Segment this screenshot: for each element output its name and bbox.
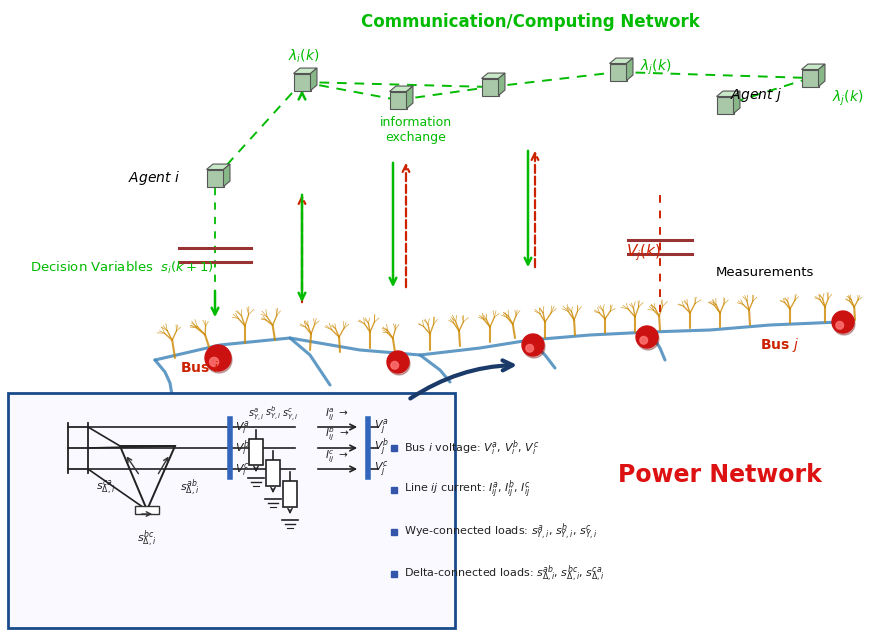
Polygon shape (207, 170, 223, 187)
Text: $s_{\Delta,i}^{ab}$: $s_{\Delta,i}^{ab}$ (180, 478, 200, 498)
Polygon shape (389, 86, 413, 91)
Text: Line $ij$ current: $I_{ij}^a$, $I_{ij}^b$, $I_{ij}^c$: Line $ij$ current: $I_{ij}^a$, $I_{ij}^b… (404, 479, 531, 501)
Text: $V_j(k)$: $V_j(k)$ (626, 243, 661, 264)
Circle shape (523, 336, 545, 358)
Text: $V_j^c$: $V_j^c$ (374, 459, 389, 479)
Polygon shape (406, 86, 413, 109)
Text: Delta-connected loads: $s_{\Delta,i}^{ab}$, $s_{\Delta,i}^{bc}$, $s_{\Delta,i}^{: Delta-connected loads: $s_{\Delta,i}^{ab… (404, 563, 605, 584)
Circle shape (388, 353, 410, 375)
Text: $I_{ij}^b$ $\rightarrow$: $I_{ij}^b$ $\rightarrow$ (325, 425, 349, 443)
Text: Agent $i$: Agent $i$ (128, 169, 180, 187)
Polygon shape (609, 58, 633, 64)
Text: $\lambda_i(k)$: $\lambda_i(k)$ (288, 47, 320, 65)
Text: $s_{Y,i}^a$: $s_{Y,i}^a$ (248, 406, 264, 423)
Text: $s_{\Delta,i}^{bc}$: $s_{\Delta,i}^{bc}$ (138, 528, 156, 549)
Circle shape (526, 344, 533, 352)
Circle shape (522, 334, 544, 356)
Circle shape (206, 347, 232, 373)
Text: Bus $j$: Bus $j$ (760, 336, 799, 354)
Text: $V_i^b$: $V_i^b$ (235, 438, 250, 458)
Circle shape (836, 321, 843, 329)
Polygon shape (293, 68, 317, 74)
Text: Power Network: Power Network (618, 463, 822, 487)
Circle shape (832, 311, 854, 333)
Text: information
exchange: information exchange (380, 116, 452, 144)
Polygon shape (207, 164, 230, 170)
Text: Decision Variables  $s_i(k+1)$: Decision Variables $s_i(k+1)$ (30, 260, 214, 276)
Polygon shape (802, 69, 819, 86)
Bar (283, 481, 297, 507)
Polygon shape (734, 91, 740, 114)
Circle shape (833, 313, 855, 335)
Circle shape (209, 358, 219, 366)
Polygon shape (293, 74, 311, 91)
Circle shape (205, 345, 231, 371)
Text: $\lambda_j(k)$: $\lambda_j(k)$ (832, 88, 864, 108)
Polygon shape (389, 91, 406, 109)
Text: Communication/Computing Network: Communication/Computing Network (361, 13, 700, 31)
Text: $V_j^a$: $V_j^a$ (374, 417, 389, 437)
Polygon shape (716, 97, 734, 114)
Text: $V_i^c$: $V_i^c$ (235, 460, 250, 478)
Text: $\lambda_j(k)$: $\lambda_j(k)$ (640, 57, 672, 77)
Circle shape (391, 361, 398, 369)
Bar (135, 506, 159, 514)
Polygon shape (481, 73, 505, 79)
Circle shape (640, 337, 647, 344)
Text: Measurements: Measurements (716, 265, 814, 279)
Polygon shape (627, 58, 633, 81)
Text: $V_i^a$: $V_i^a$ (235, 418, 250, 436)
Circle shape (636, 326, 658, 348)
Bar (249, 439, 263, 465)
Text: Agent $j$: Agent $j$ (730, 86, 782, 104)
Text: $I_{ij}^c$ $\rightarrow$: $I_{ij}^c$ $\rightarrow$ (325, 448, 349, 464)
Polygon shape (609, 64, 627, 81)
Text: Bus $i$: Bus $i$ (180, 360, 220, 375)
Text: $s_{Y,i}^b$: $s_{Y,i}^b$ (265, 405, 282, 423)
Text: $I_{ij}^a$ $\rightarrow$: $I_{ij}^a$ $\rightarrow$ (325, 406, 349, 422)
Text: $s_{\Delta,i}^{ca}$: $s_{\Delta,i}^{ca}$ (95, 479, 115, 497)
Circle shape (637, 328, 659, 350)
Polygon shape (311, 68, 317, 91)
Polygon shape (223, 164, 230, 187)
Text: Bus $i$ voltage: $V_i^a$, $V_i^b$, $V_i^c$: Bus $i$ voltage: $V_i^a$, $V_i^b$, $V_i^… (404, 438, 540, 458)
Polygon shape (819, 64, 825, 86)
Polygon shape (802, 64, 825, 69)
Bar (8, 393, 455, 628)
Polygon shape (499, 73, 505, 95)
Text: Wye-connected loads: $s_{Y,i}^a$, $s_{Y,i}^b$, $s_{Y,i}^c$: Wye-connected loads: $s_{Y,i}^a$, $s_{Y,… (404, 521, 598, 542)
Text: $V_j^b$: $V_j^b$ (374, 437, 389, 459)
Bar (266, 460, 280, 486)
Text: $s_{Y,i}^c$: $s_{Y,i}^c$ (282, 406, 298, 423)
Polygon shape (481, 79, 499, 95)
Polygon shape (716, 91, 740, 97)
Circle shape (387, 351, 409, 373)
